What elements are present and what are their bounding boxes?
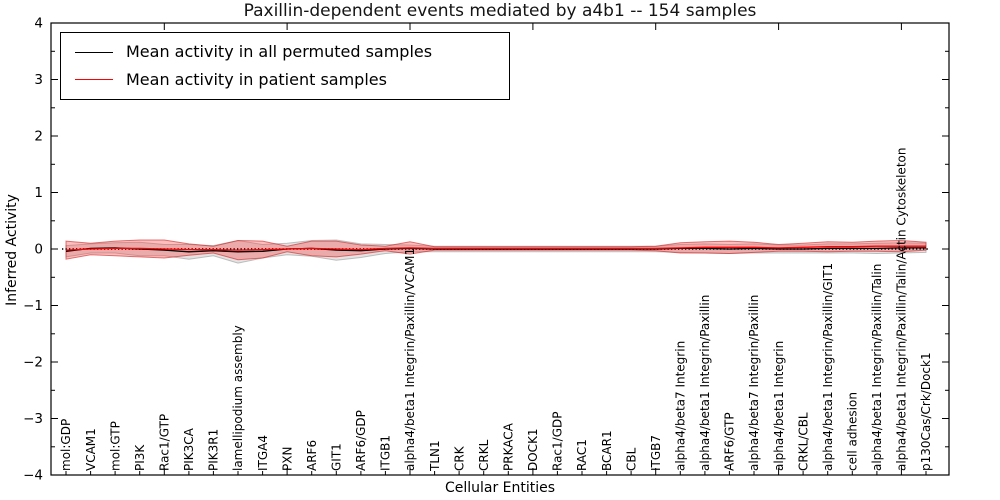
y-tick-label: 3 — [34, 72, 43, 88]
x-tick-label: alpha4/beta1 Integrin/Paxillin/Talin/Act… — [895, 148, 909, 471]
x-tick-label: CBL — [624, 447, 638, 471]
x-tick-label: mol:GTP — [108, 421, 122, 471]
legend-entry-patient: Mean activity in patient samples — [75, 69, 509, 89]
x-tick-label: alpha4/beta1 Integrin — [772, 341, 786, 471]
x-tick-label: PRKACA — [502, 422, 516, 471]
legend: Mean activity in all permuted samples Me… — [60, 32, 510, 100]
permuted-band — [65, 239, 927, 264]
x-tick-label: ITGB1 — [379, 435, 393, 471]
tick-labels: −4 −3 −2 −1 0 1 2 3 4 mol:GDP VCAM1 mol:GTP PI3K Rac1… — [23, 16, 933, 484]
patient-mean-line — [65, 245, 926, 251]
y-tick-label: −1 — [23, 298, 43, 314]
x-tick-label: CRKL — [477, 439, 491, 471]
x-tick-label: CRK — [452, 445, 466, 471]
y-tick-label: −4 — [23, 468, 43, 484]
series-lines — [65, 245, 926, 253]
y-tick-label: 4 — [34, 16, 43, 32]
y-tick-label: −3 — [23, 411, 43, 427]
x-tick-label: Rac1/GTP — [158, 414, 172, 471]
x-tick-label: PXN — [280, 447, 294, 471]
permuted-line-swatch-icon — [75, 51, 113, 53]
x-tick-label: mol:GDP — [59, 419, 73, 471]
x-tick-label: lamellipodium assembly — [231, 325, 245, 471]
x-tick-label: ITGA4 — [256, 435, 270, 471]
x-tick-label: cell adhesion — [846, 392, 860, 471]
x-tick-label: alpha4/beta1 Integrin/Paxillin/GIT1 — [821, 263, 835, 471]
y-tick-label: 0 — [34, 242, 43, 258]
legend-label-permuted: Mean activity in all permuted samples — [126, 42, 433, 62]
x-tick-label: ARF6/GTP — [723, 412, 737, 471]
x-tick-label: ARF6 — [305, 440, 319, 471]
x-axis-label: Cellular Entities — [444, 480, 556, 496]
x-tick-label: alpha4/beta7 Integrin/Paxillin — [747, 295, 761, 471]
x-tick-label: BCAR1 — [600, 430, 614, 471]
chart-title: Paxillin-dependent events mediated by a4… — [243, 1, 757, 21]
x-tick-label: ITGB7 — [649, 435, 663, 471]
x-tick-label: alpha4/beta1 Integrin/Paxillin/Talin — [870, 264, 884, 471]
patient-line-swatch-icon — [75, 79, 113, 81]
x-tick-label: PI3K — [133, 444, 147, 471]
confidence-bands — [65, 239, 927, 264]
x-tick-label: DOCK1 — [526, 428, 540, 471]
x-tick-label: RAC1 — [575, 439, 589, 471]
axes-frame — [50, 22, 950, 476]
legend-label-patient: Mean activity in patient samples — [126, 69, 387, 89]
x-tick-label: alpha4/beta7 Integrin — [674, 341, 688, 471]
y-tick-label: 2 — [34, 129, 43, 145]
patient-band — [65, 239, 927, 261]
y-tick-label: −2 — [23, 355, 43, 371]
x-tick-label: alpha4/beta1 Integrin/Paxillin — [698, 295, 712, 471]
x-tick-label: TLN1 — [428, 440, 442, 472]
x-tick-label: p130Cas/Crk/Dock1 — [919, 352, 933, 471]
x-tick-label: GIT1 — [330, 443, 344, 471]
x-tick-label: ARF6/GDP — [354, 410, 368, 471]
x-tick-label: PIK3R1 — [207, 429, 221, 471]
legend-entry-permuted: Mean activity in all permuted samples — [75, 44, 509, 60]
x-tick-label: PIK3CA — [182, 427, 196, 471]
x-tick-label: alpha4/beta1 Integrin/Paxillin/VCAM1 — [403, 248, 417, 471]
x-tick-label: CRKL/CBL — [796, 412, 810, 471]
x-tick-label: VCAM1 — [84, 428, 98, 471]
x-tick-label: Rac1/GDP — [551, 412, 565, 471]
y-tick-label: 1 — [34, 185, 43, 201]
